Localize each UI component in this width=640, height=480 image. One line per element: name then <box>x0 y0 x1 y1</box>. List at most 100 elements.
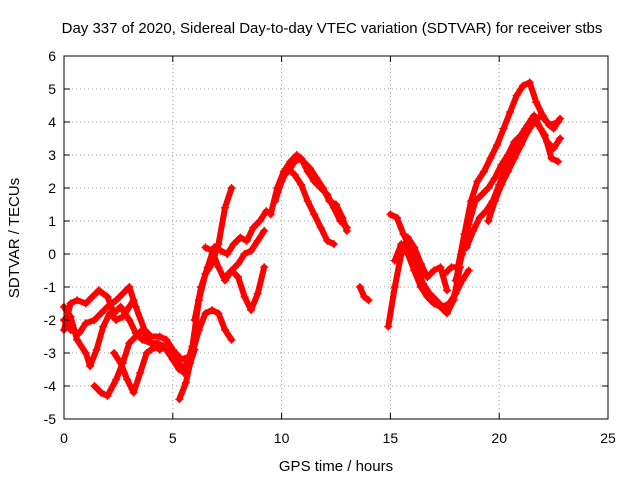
data-point <box>110 349 119 357</box>
data-point <box>66 299 75 308</box>
data-point <box>207 246 216 255</box>
data-point <box>436 302 445 311</box>
data-point <box>464 220 473 229</box>
y-tick-label: -4 <box>44 378 57 394</box>
data-point <box>556 114 565 123</box>
data-point <box>138 325 147 334</box>
data-point <box>214 263 223 272</box>
data-point <box>129 388 138 397</box>
data-point <box>499 124 508 133</box>
data-point <box>303 167 312 176</box>
data-point <box>90 382 99 390</box>
data-point <box>397 240 406 249</box>
data-point <box>429 299 438 308</box>
data-point <box>216 246 225 255</box>
data-point <box>266 210 275 219</box>
data-point <box>116 302 125 311</box>
data-point <box>399 230 408 239</box>
data-point <box>442 286 451 295</box>
data-point <box>227 184 236 192</box>
data-point <box>405 243 414 252</box>
data-point <box>525 78 534 87</box>
data-point <box>547 154 556 163</box>
y-tick-label: 6 <box>48 48 56 64</box>
data-point <box>360 292 369 301</box>
data-point <box>112 375 121 384</box>
series-track-15 <box>385 234 450 330</box>
data-point <box>197 283 206 291</box>
series-track-21 <box>485 112 564 224</box>
y-tick-label: 2 <box>48 180 56 196</box>
data-point <box>173 355 182 364</box>
data-point <box>181 362 190 371</box>
data-point <box>255 217 264 225</box>
data-point <box>242 236 251 245</box>
series-track-2 <box>61 284 194 363</box>
data-point <box>479 167 488 176</box>
data-point <box>247 246 256 255</box>
data-point <box>536 111 545 120</box>
data-point <box>207 306 216 315</box>
data-point <box>118 289 127 298</box>
data-point <box>103 391 112 400</box>
data-point <box>290 157 299 166</box>
data-point <box>88 292 97 301</box>
data-point <box>155 332 164 341</box>
data-point <box>519 81 528 90</box>
data-point <box>549 124 558 133</box>
data-point <box>236 233 245 242</box>
data-point <box>423 292 432 301</box>
data-point <box>112 316 121 324</box>
data-point <box>310 177 319 186</box>
data-point <box>534 121 543 130</box>
data-point <box>477 190 486 199</box>
data-point <box>234 259 243 268</box>
data-point <box>462 243 471 252</box>
data-point <box>490 197 499 206</box>
x-tick-label: 5 <box>169 430 177 446</box>
y-tick-label: 4 <box>48 114 56 130</box>
x-tick-label: 25 <box>600 430 616 446</box>
data-point <box>227 266 236 275</box>
data-point <box>125 283 134 291</box>
x-axis-label: GPS time / hours <box>279 458 393 475</box>
data-point <box>125 339 134 348</box>
data-point <box>123 375 132 384</box>
data-point <box>221 273 230 282</box>
data-point <box>475 213 484 222</box>
data-point <box>336 217 345 225</box>
data-point <box>81 349 90 357</box>
data-point <box>284 167 293 176</box>
data-point <box>229 240 238 249</box>
data-point <box>442 309 451 318</box>
data-point <box>473 177 482 186</box>
data-point <box>297 180 306 189</box>
data-point <box>297 154 306 163</box>
grid <box>64 56 608 419</box>
data-point <box>316 184 325 192</box>
data-point <box>181 378 190 387</box>
data-point <box>484 217 493 225</box>
data-point <box>310 210 319 219</box>
data-point <box>162 335 171 344</box>
data-point <box>451 276 460 285</box>
data-point <box>323 190 332 199</box>
data-point <box>118 312 127 321</box>
data-point <box>364 296 373 305</box>
data-point <box>449 296 458 305</box>
data-point <box>416 283 425 291</box>
data-point <box>271 197 280 206</box>
series-track-11 <box>267 152 350 234</box>
data-point <box>423 273 432 282</box>
data-point <box>129 296 138 305</box>
plot-frame <box>63 55 609 420</box>
chart-title: Day 337 of 2020, Sidereal Day-to-day VTE… <box>62 20 603 37</box>
data-point <box>469 226 478 235</box>
data-point <box>497 180 506 189</box>
data-point <box>86 362 95 371</box>
data-point <box>260 263 269 272</box>
data-point <box>253 236 262 245</box>
data-point <box>234 273 243 282</box>
data-point <box>223 250 232 258</box>
